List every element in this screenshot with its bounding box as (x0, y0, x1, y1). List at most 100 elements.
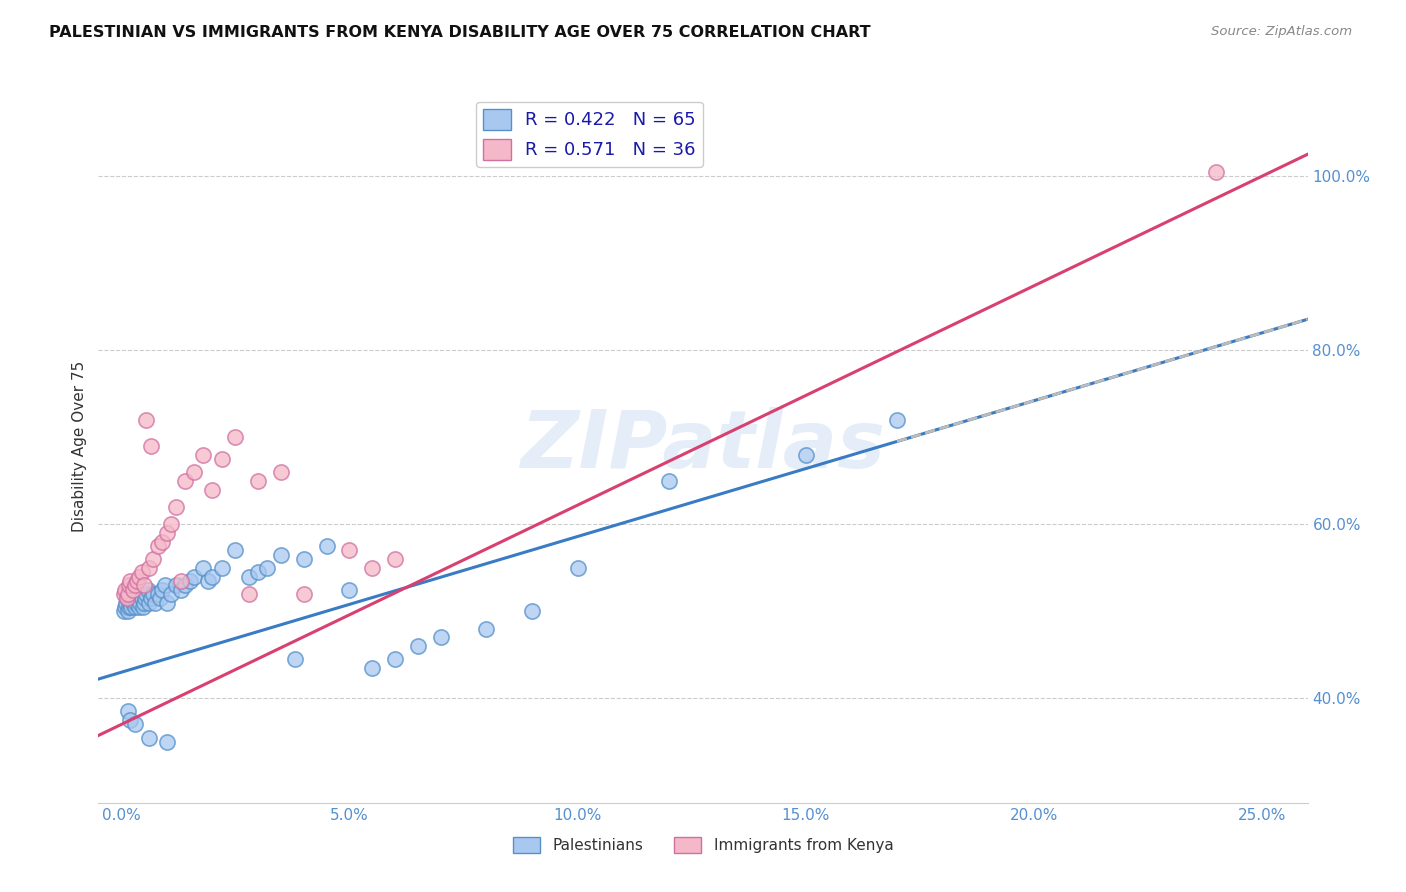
Point (132, 599, 155, 614)
Point (128, 599, 150, 614)
Point (794, 448, 817, 462)
Point (120, 713, 142, 727)
Point (337, 582, 360, 597)
Legend: Palestinians, Immigrants from Kenya: Palestinians, Immigrants from Kenya (506, 830, 900, 859)
Point (270, 548, 292, 562)
Point (132, 578, 155, 592)
Point (156, 526, 179, 541)
Point (183, 569, 205, 583)
Point (129, 596, 152, 610)
Point (247, 565, 270, 579)
Point (134, 591, 156, 606)
Point (122, 591, 145, 606)
Point (136, 582, 159, 597)
Point (165, 578, 187, 592)
Point (315, 539, 337, 553)
Point (131, 591, 153, 606)
Point (115, 591, 138, 606)
Point (132, 596, 155, 610)
Point (138, 731, 160, 745)
Point (224, 430, 246, 444)
Y-axis label: Disability Age Over 75: Disability Age Over 75 (72, 360, 87, 532)
Point (138, 596, 160, 610)
Point (128, 587, 150, 601)
Point (197, 574, 219, 588)
Point (165, 500, 187, 514)
Point (201, 569, 224, 583)
Point (193, 448, 215, 462)
Point (292, 552, 315, 566)
Point (124, 717, 146, 731)
Point (118, 599, 141, 614)
Point (142, 587, 165, 601)
Point (115, 591, 138, 606)
Point (139, 591, 162, 606)
Point (337, 543, 360, 558)
Point (169, 574, 191, 588)
Point (156, 596, 179, 610)
Point (128, 569, 150, 583)
Point (256, 561, 278, 575)
Point (150, 582, 173, 597)
Point (146, 587, 169, 601)
Point (139, 439, 162, 453)
Point (238, 569, 260, 583)
Point (127, 591, 149, 606)
Point (1205, 165, 1227, 179)
Point (169, 582, 191, 597)
Point (193, 561, 215, 575)
Point (112, 587, 135, 601)
Point (361, 661, 384, 675)
Point (247, 474, 270, 488)
Point (211, 561, 233, 575)
Point (153, 578, 176, 592)
Point (201, 483, 224, 497)
Point (238, 587, 260, 601)
Point (886, 413, 908, 427)
Point (567, 561, 589, 575)
Point (145, 596, 167, 610)
Point (270, 465, 292, 479)
Point (292, 587, 315, 601)
Point (138, 561, 160, 575)
Point (183, 465, 205, 479)
Point (149, 591, 172, 606)
Point (211, 452, 233, 467)
Point (114, 582, 136, 597)
Point (174, 578, 197, 592)
Point (117, 604, 139, 618)
Point (658, 474, 681, 488)
Point (475, 622, 498, 636)
Point (160, 517, 183, 532)
Point (127, 574, 149, 588)
Text: PALESTINIAN VS IMMIGRANTS FROM KENYA DISABILITY AGE OVER 75 CORRELATION CHART: PALESTINIAN VS IMMIGRANTS FROM KENYA DIS… (49, 25, 870, 40)
Text: ZIPatlas: ZIPatlas (520, 407, 886, 485)
Point (406, 639, 429, 653)
Point (150, 534, 173, 549)
Point (160, 587, 183, 601)
Point (224, 543, 246, 558)
Point (118, 578, 141, 592)
Point (179, 574, 201, 588)
Point (112, 604, 135, 618)
Point (131, 565, 153, 579)
Point (361, 561, 384, 575)
Point (121, 582, 143, 597)
Point (120, 596, 142, 610)
Point (156, 735, 179, 749)
Point (120, 574, 142, 588)
Point (384, 652, 406, 666)
Point (114, 599, 136, 614)
Point (117, 587, 139, 601)
Point (117, 705, 139, 719)
Point (429, 631, 451, 645)
Point (124, 578, 146, 592)
Point (125, 596, 148, 610)
Point (284, 652, 307, 666)
Point (174, 474, 197, 488)
Point (384, 552, 406, 566)
Point (120, 599, 142, 614)
Point (146, 539, 169, 553)
Point (142, 552, 165, 566)
Point (135, 413, 157, 427)
